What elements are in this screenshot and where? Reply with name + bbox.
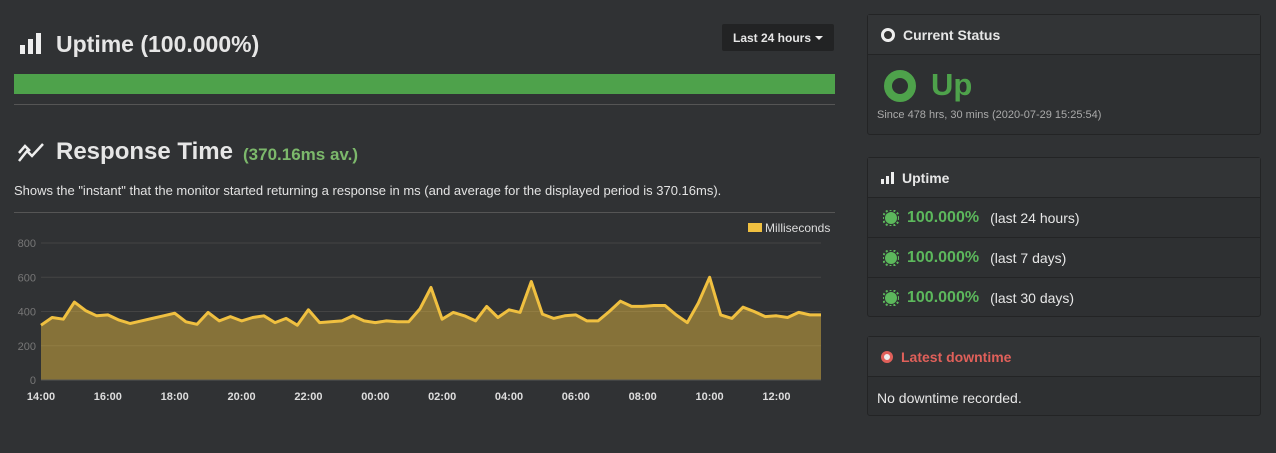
- uptime-title: Uptime (100.000%): [56, 31, 260, 57]
- status-text: Up: [931, 67, 973, 102]
- y-tick-label: 200: [18, 341, 36, 353]
- uptime-percent: 100.000%: [907, 288, 980, 306]
- uptime-panel: Uptime 100.000% (last 24 hours) 100.000% (l…: [867, 157, 1261, 317]
- caret: [815, 35, 824, 40]
- star-icon: [883, 209, 899, 226]
- star-icon: [883, 249, 899, 266]
- downtime-icon: [881, 350, 893, 363]
- up-icon: [884, 70, 916, 102]
- area-line: [40, 275, 821, 327]
- downtime-message: No downtime recorded.: [877, 390, 1022, 406]
- panel-title: Uptime: [902, 169, 950, 186]
- x-tick-label: 08:00: [629, 391, 657, 403]
- area-fill: [41, 277, 821, 380]
- uptime-period: (last 24 hours): [990, 209, 1080, 226]
- x-tick-label: 18:00: [161, 391, 189, 403]
- period-label: Last 24 hours: [732, 30, 812, 45]
- panel-header: Latest downtime: [868, 337, 1260, 377]
- chart: 0 200 400 600 800 14:00 16:00 18:00 20:00 22:00 00…: [18, 221, 831, 403]
- uptime-row: 100.000% (last 30 days): [868, 278, 1260, 317]
- panel-title: Latest downtime: [901, 348, 1012, 365]
- response-description: Shows the "instant" that the monitor sta…: [14, 183, 722, 198]
- x-tick-label: 16:00: [94, 391, 122, 403]
- x-tick-label: 20:00: [228, 391, 256, 403]
- uptime-period: (last 30 days): [990, 289, 1075, 306]
- uptime-row: 100.000% (last 24 hours): [868, 198, 1260, 238]
- bar-icon: [881, 171, 894, 184]
- current-status-panel: Current Status Up Since 478 hrs, 30 mins…: [867, 14, 1261, 135]
- response-title: Response Time: [56, 138, 233, 165]
- y-tick-label: 400: [18, 307, 36, 319]
- x-tick-label: 10:00: [696, 391, 724, 403]
- period-dropdown[interactable]: Last 24 hours: [722, 24, 834, 51]
- y-tick-label: 0: [30, 375, 36, 387]
- x-tick-label: 02:00: [428, 391, 456, 403]
- uptime-percent: 100.000%: [907, 248, 980, 266]
- x-tick-label: 00:00: [361, 391, 389, 403]
- uptime-percent: 100.000%: [907, 208, 980, 226]
- divider: [14, 212, 835, 213]
- y-tick-label: 600: [18, 272, 36, 284]
- status-icon: [881, 27, 895, 42]
- uptime-period: (last 7 days): [990, 249, 1067, 266]
- line-icon: [18, 143, 44, 162]
- panel-header: Current Status: [868, 15, 1260, 55]
- uptime-bar: [14, 74, 835, 94]
- panel-title: Current Status: [903, 26, 1001, 43]
- response-average: (370.16ms av.): [243, 145, 358, 164]
- x-tick-label: 14:00: [27, 391, 55, 403]
- legend-label: Milliseconds: [765, 221, 830, 235]
- status-since: Since 478 hrs, 30 mins (2020-07-29 15:25…: [877, 109, 1102, 121]
- x-tick-label: 22:00: [294, 391, 322, 403]
- star-icon: [883, 289, 899, 306]
- y-tick-label: 800: [18, 238, 36, 250]
- panel-header: Uptime: [868, 158, 1260, 198]
- uptime-row: 100.000% (last 7 days): [868, 238, 1260, 278]
- x-tick-label: 12:00: [762, 391, 790, 403]
- x-tick-label: 06:00: [562, 391, 590, 403]
- divider: [14, 104, 835, 105]
- bar-icon: [20, 33, 41, 54]
- x-tick-label: 04:00: [495, 391, 523, 403]
- downtime-panel: Latest downtime No downtime recorded.: [867, 336, 1261, 416]
- legend-swatch: [748, 223, 762, 232]
